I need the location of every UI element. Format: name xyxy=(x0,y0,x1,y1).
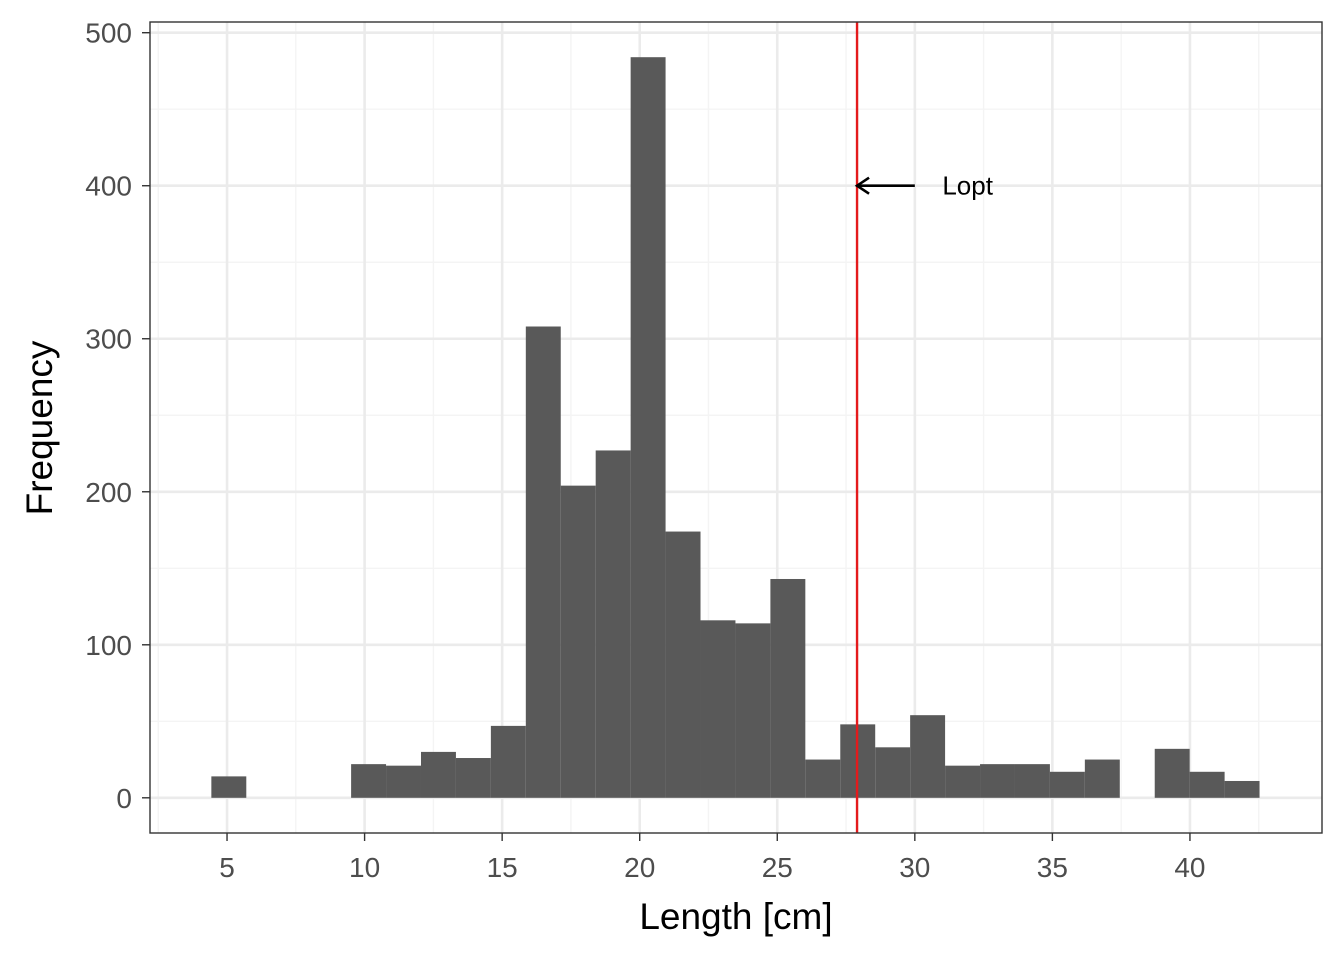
histogram-bar xyxy=(211,776,247,798)
histogram-bar xyxy=(980,764,1015,798)
histogram-bar xyxy=(525,326,561,798)
y-tick-label: 200 xyxy=(85,477,132,508)
histogram-bar xyxy=(1049,771,1085,798)
histogram-bar xyxy=(351,764,387,798)
histogram-bar xyxy=(455,758,491,798)
histogram-bar xyxy=(1014,764,1050,798)
plot-panel-border xyxy=(149,21,1323,834)
x-tick-label: 25 xyxy=(762,852,793,883)
x-axis-title: Length [cm] xyxy=(639,896,832,937)
histogram-bar xyxy=(1154,748,1190,798)
histogram-bar xyxy=(665,531,701,798)
x-tick-label: 5 xyxy=(219,852,235,883)
histogram-bar xyxy=(1189,771,1225,798)
histogram-bar xyxy=(595,450,631,798)
x-tick-label: 40 xyxy=(1174,852,1205,883)
y-tick-label: 100 xyxy=(85,630,132,661)
x-tick-label: 20 xyxy=(624,852,655,883)
histogram-bar xyxy=(875,747,911,798)
histogram-bar xyxy=(735,623,771,798)
x-tick-label: 15 xyxy=(487,852,518,883)
y-tick-label: 0 xyxy=(116,783,132,814)
y-tick-label: 500 xyxy=(85,18,132,49)
histogram-bar xyxy=(805,759,841,798)
histogram-bar xyxy=(386,765,421,798)
histogram-bars xyxy=(211,57,1260,798)
y-tick-label: 300 xyxy=(85,324,132,355)
annotation-label-lopt: Lopt xyxy=(942,171,993,201)
y-tick-label: 400 xyxy=(85,171,132,202)
y-axis-title: Frequency xyxy=(19,340,60,515)
histogram-bar xyxy=(1224,780,1260,798)
histogram-bar xyxy=(630,57,666,798)
histogram-bar xyxy=(420,751,456,798)
x-axis-ticks: 5 10 15 20 25 30 35 40 xyxy=(219,833,1206,883)
histogram-bar xyxy=(770,578,806,798)
y-axis-ticks: 0 100 200 300 400 500 xyxy=(85,18,150,814)
histogram-bar xyxy=(910,715,946,798)
histogram-bar xyxy=(560,485,596,798)
annotation-group: Lopt xyxy=(854,171,994,201)
histogram-bar xyxy=(945,765,981,798)
histogram-bar xyxy=(490,725,526,798)
annotation-arrow-head xyxy=(854,176,870,195)
histogram-bar xyxy=(1084,759,1120,798)
x-tick-label: 35 xyxy=(1037,852,1068,883)
histogram-bar xyxy=(700,620,736,798)
x-tick-label: 30 xyxy=(899,852,930,883)
x-tick-label: 10 xyxy=(349,852,380,883)
